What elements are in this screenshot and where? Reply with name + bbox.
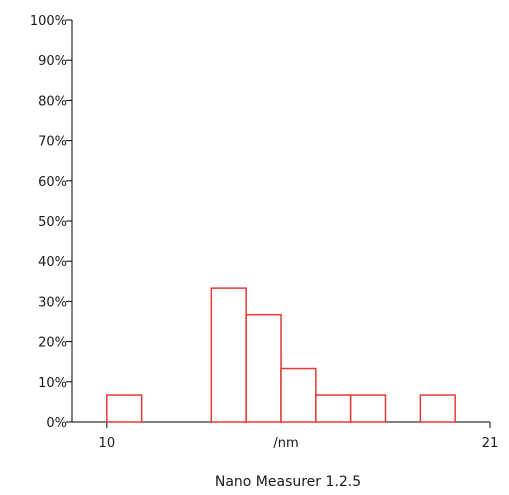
y-tick-label: 20% <box>38 336 67 351</box>
y-tick-label: 50% <box>38 215 67 230</box>
y-tick-label: 40% <box>38 255 67 270</box>
histogram-bar <box>210 287 247 423</box>
histogram-bar <box>349 394 387 423</box>
histogram-bar <box>315 394 352 423</box>
histogram-bars <box>106 287 456 423</box>
x-tick-label: 21 <box>482 436 499 451</box>
histogram-bar <box>280 367 317 423</box>
y-tick-label: 10% <box>38 376 67 391</box>
y-tick-label: 80% <box>38 94 67 109</box>
x-tick-label: 10 <box>99 436 116 451</box>
x-axis-label: /nm <box>273 436 298 451</box>
y-tick-label: 90% <box>38 54 67 69</box>
histogram-bar <box>419 394 456 423</box>
y-tick-label: 30% <box>38 295 67 310</box>
y-tick-label: 70% <box>38 135 67 150</box>
software-caption: Nano Measurer 1.2.5 <box>215 474 361 490</box>
x-axis-ticks: 10 21 <box>99 422 499 451</box>
y-tick-label: 60% <box>38 175 67 190</box>
histogram-bar <box>106 394 143 423</box>
y-tick-label: 0% <box>46 416 67 431</box>
y-axis-ticks: 0% 10% 20% 30% 40% 50% 60% 70% 80% 90% 100% <box>30 14 72 431</box>
histogram-bar <box>245 313 282 423</box>
y-tick-label: 100% <box>30 14 67 29</box>
